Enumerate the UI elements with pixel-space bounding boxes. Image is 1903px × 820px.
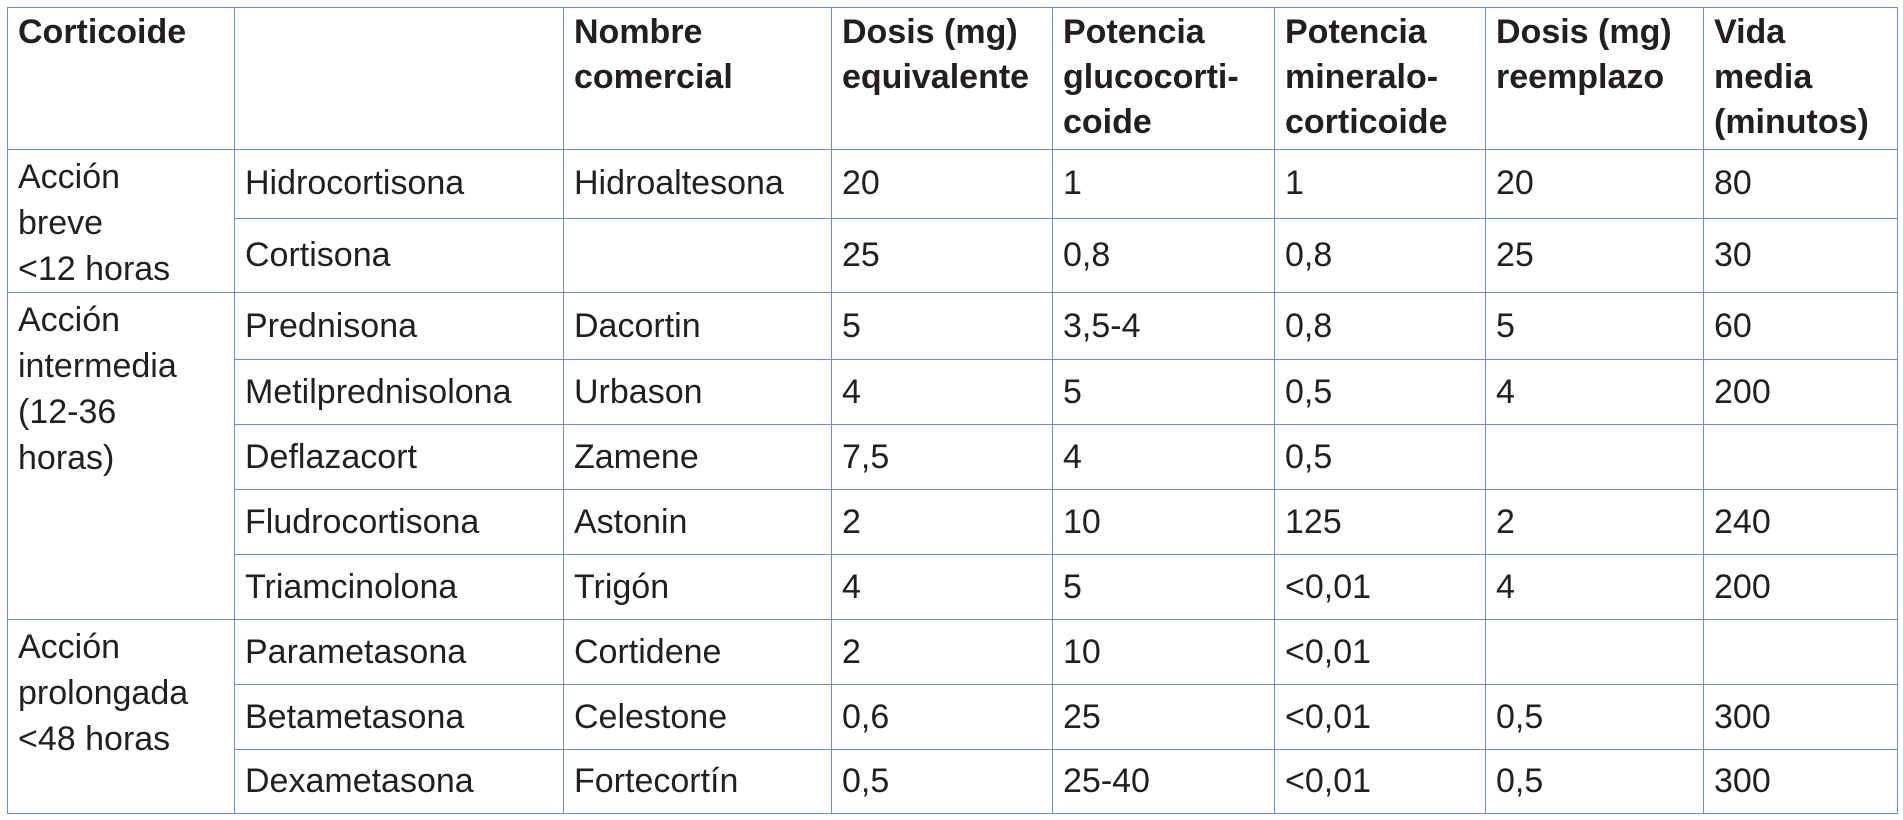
table-row: Acción intermedia (12-36 horas) Predniso… (7, 292, 1898, 620)
cell-vida-media (1703, 619, 1898, 685)
cell-dosis-equivalente: 4 (831, 359, 1053, 425)
corticoid-table: Corticoide Nombre comercial Dosis (mg) e… (7, 7, 1898, 814)
cell-potencia-glucocorticoide: 25-40 (1052, 749, 1275, 814)
cell-dosis-reemplazo: 0,5 (1485, 684, 1704, 750)
cell-potencia-glucocorticoide: 10 (1052, 619, 1275, 685)
cell-dosis-reemplazo: 4 (1485, 359, 1704, 425)
cell-vida-media: 200 (1703, 554, 1898, 620)
cell-potencia-mineralocorticoide: 0,5 (1274, 424, 1486, 490)
cell-corticoide: Hidrocortisona (234, 149, 564, 219)
header-dosis-reemplazo: Dosis (mg) reemplazo (1485, 7, 1704, 150)
cell-potencia-glucocorticoide: 3,5-4 (1052, 292, 1275, 360)
cell-corticoide: Prednisona (234, 292, 564, 360)
group-label-intermedia: Acción intermedia (12-36 horas) (7, 292, 235, 620)
cell-potencia-glucocorticoide: 0,8 (1052, 217, 1275, 294)
cell-potencia-mineralocorticoide: 125 (1274, 489, 1486, 555)
table-row: Metilprednisolona Urbason 4 5 0,5 4 200 (8, 359, 1898, 425)
cell-potencia-mineralocorticoide: 0,8 (1274, 217, 1486, 294)
cell-corticoide: Dexametasona (234, 749, 564, 814)
cell-dosis-reemplazo: 0,5 (1485, 749, 1704, 814)
cell-potencia-glucocorticoide: 1 (1052, 149, 1275, 219)
cell-dosis-equivalente: 4 (831, 554, 1053, 620)
cell-corticoide: Parametasona (234, 619, 564, 685)
cell-dosis-reemplazo: 2 (1485, 489, 1704, 555)
table-row: Dexametasona Fortecortín 0,5 25-40 <0,01… (8, 749, 1898, 814)
cell-nombre-comercial: Astonin (563, 489, 832, 555)
cell-potencia-glucocorticoide: 5 (1052, 359, 1275, 425)
cell-corticoide: Fludrocortisona (234, 489, 564, 555)
cell-corticoide: Cortisona (234, 217, 564, 294)
cell-potencia-mineralocorticoide: 1 (1274, 149, 1486, 219)
cell-nombre-comercial: Urbason (563, 359, 832, 425)
cell-potencia-glucocorticoide: 25 (1052, 684, 1275, 750)
cell-vida-media: 300 (1703, 749, 1898, 814)
cell-dosis-equivalente: 2 (831, 489, 1053, 555)
cell-potencia-mineralocorticoide: 0,8 (1274, 292, 1486, 360)
cell-potencia-mineralocorticoide: 0,5 (1274, 359, 1486, 425)
cell-dosis-equivalente: 2 (831, 619, 1053, 685)
cell-vida-media: 240 (1703, 489, 1898, 555)
group-label-breve: Acción breve <12 horas (7, 149, 235, 293)
cell-corticoide: Triamcinolona (234, 554, 564, 620)
table-row: Acción prolongada <48 horas Parametasona… (7, 619, 1898, 814)
cell-potencia-glucocorticoide: 10 (1052, 489, 1275, 555)
cell-vida-media: 300 (1703, 684, 1898, 750)
cell-dosis-equivalente: 0,5 (831, 749, 1053, 814)
group-label-prolongada: Acción prolongada <48 horas (7, 619, 235, 814)
cell-dosis-reemplazo (1485, 424, 1704, 490)
cell-nombre-comercial: Fortecortín (563, 749, 832, 814)
cell-dosis-equivalente: 7,5 (831, 424, 1053, 490)
cell-vida-media: 30 (1703, 217, 1898, 294)
cell-nombre-comercial: Celestone (563, 684, 832, 750)
cell-nombre-comercial (563, 217, 832, 294)
cell-potencia-mineralocorticoide: <0,01 (1274, 619, 1486, 685)
cell-potencia-mineralocorticoide: <0,01 (1274, 554, 1486, 620)
corticoid-table-container: Corticoide Nombre comercial Dosis (mg) e… (7, 7, 1898, 814)
header-row: Corticoide Nombre comercial Dosis (mg) e… (7, 7, 1898, 150)
cell-dosis-reemplazo (1485, 619, 1704, 685)
cell-corticoide: Betametasona (234, 684, 564, 750)
table-row: Fludrocortisona Astonin 2 10 125 2 240 (8, 489, 1898, 555)
cell-dosis-reemplazo: 5 (1485, 292, 1704, 360)
cell-dosis-reemplazo: 25 (1485, 217, 1704, 294)
header-vida-media: Vida media (minutos) (1703, 7, 1898, 150)
cell-dosis-equivalente: 25 (831, 217, 1053, 294)
cell-nombre-comercial: Trigón (563, 554, 832, 620)
cell-dosis-equivalente: 0,6 (831, 684, 1053, 750)
cell-nombre-comercial: Cortidene (563, 619, 832, 685)
table-row: Triamcinolona Trigón 4 5 <0,01 4 200 (8, 554, 1898, 620)
cell-potencia-mineralocorticoide: <0,01 (1274, 684, 1486, 750)
cell-vida-media: 200 (1703, 359, 1898, 425)
cell-corticoide: Metilprednisolona (234, 359, 564, 425)
header-corticoide: Corticoide (7, 7, 235, 150)
header-nombre-comercial: Nombre comercial (563, 7, 832, 150)
cell-potencia-glucocorticoide: 5 (1052, 554, 1275, 620)
cell-dosis-equivalente: 5 (831, 292, 1053, 360)
cell-dosis-equivalente: 20 (831, 149, 1053, 219)
cell-vida-media: 80 (1703, 149, 1898, 219)
table-row: Acción breve <12 horas Hidrocortisona Hi… (7, 149, 1898, 293)
header-blank (234, 7, 564, 150)
table-row: Cortisona 25 0,8 0,8 25 30 (8, 217, 1898, 294)
cell-nombre-comercial: Hidroaltesona (563, 149, 832, 219)
table-row: Betametasona Celestone 0,6 25 <0,01 0,5 … (8, 684, 1898, 750)
cell-dosis-reemplazo: 20 (1485, 149, 1704, 219)
cell-vida-media (1703, 424, 1898, 490)
cell-corticoide: Deflazacort (234, 424, 564, 490)
cell-potencia-mineralocorticoide: <0,01 (1274, 749, 1486, 814)
cell-vida-media: 60 (1703, 292, 1898, 360)
cell-dosis-reemplazo: 4 (1485, 554, 1704, 620)
header-potencia-glucocorticoide: Potencia glucocorti- coide (1052, 7, 1275, 150)
table-row: Deflazacort Zamene 7,5 4 0,5 (8, 424, 1898, 490)
header-dosis-equivalente: Dosis (mg) equivalente (831, 7, 1053, 150)
cell-potencia-glucocorticoide: 4 (1052, 424, 1275, 490)
header-potencia-mineralocorticoide: Potencia mineralo- corticoide (1274, 7, 1486, 150)
cell-nombre-comercial: Dacortin (563, 292, 832, 360)
cell-nombre-comercial: Zamene (563, 424, 832, 490)
